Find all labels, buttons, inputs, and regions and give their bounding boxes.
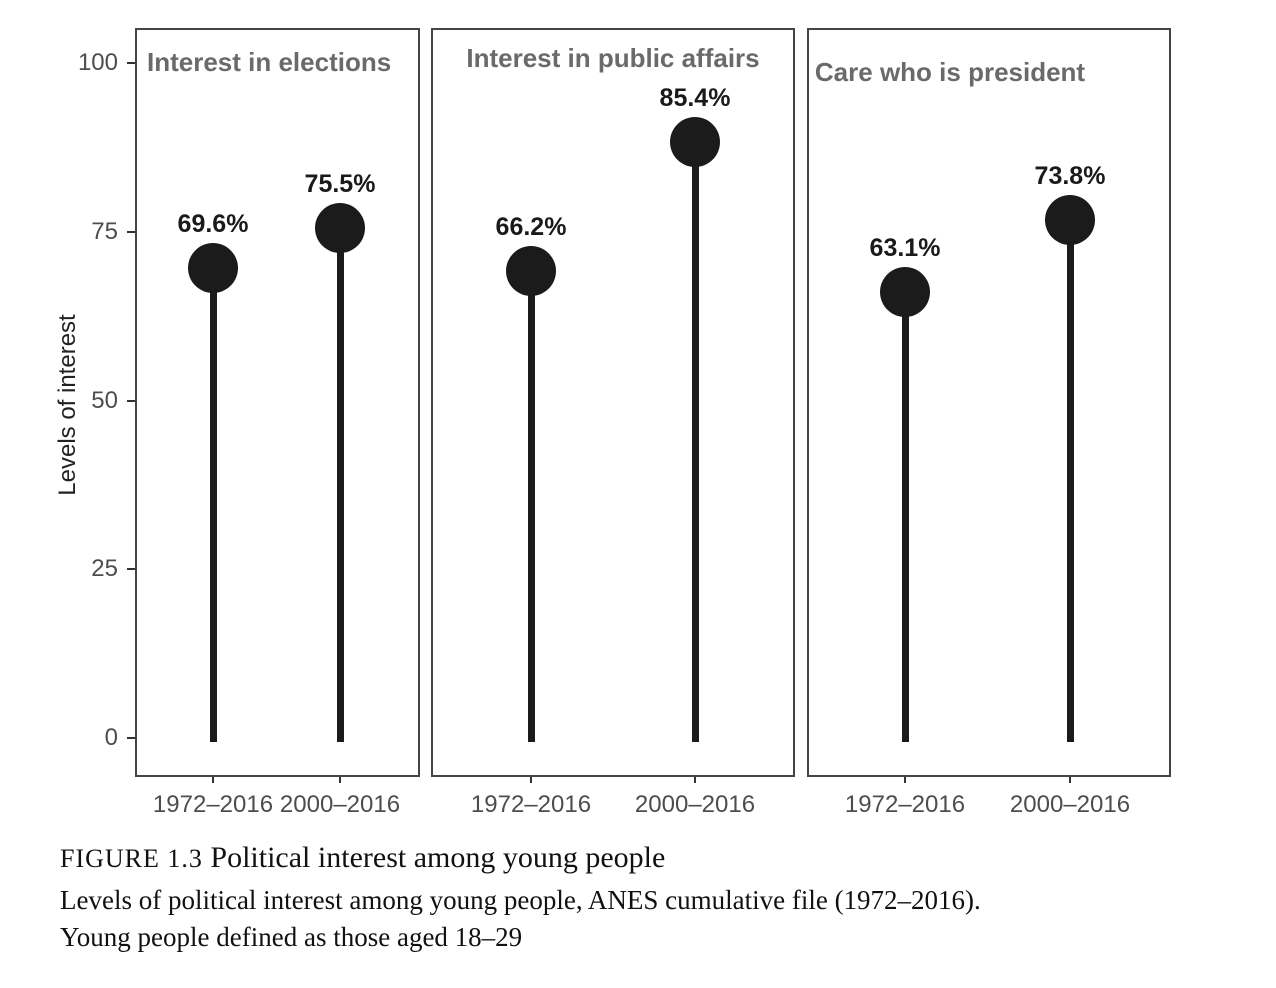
lollipop-stem [528, 271, 535, 742]
x-axis-tick-label: 2000–2016 [634, 791, 756, 818]
lollipop-stem [337, 228, 344, 742]
value-label: 75.5% [304, 170, 376, 198]
panel-border [807, 28, 1171, 777]
x-axis-tick [530, 777, 532, 783]
figure-title: Political interest among young people [210, 841, 666, 874]
figure-caption-heading: FIGURE 1.3 Political interest among youn… [60, 841, 665, 876]
x-axis-tick-label: 1972–2016 [470, 791, 592, 818]
panel-border [431, 28, 795, 777]
x-axis-tick-label: 1972–2016 [844, 791, 966, 818]
y-axis-tick [127, 568, 135, 570]
x-axis-tick [339, 777, 341, 783]
value-label: 66.2% [495, 213, 567, 241]
value-label: 73.8% [1034, 162, 1106, 190]
panel-title: Interest in public affairs [466, 43, 760, 73]
x-axis-tick-label: 2000–2016 [1009, 791, 1131, 818]
value-label: 85.4% [659, 84, 731, 112]
lollipop-point [315, 203, 365, 253]
y-axis-tick [127, 231, 135, 233]
x-axis-tick [1069, 777, 1071, 783]
lollipop-stem [210, 268, 217, 742]
y-axis-tick-label: 50 [91, 387, 118, 414]
panel-title: Care who is president [814, 57, 1086, 87]
y-axis-tick-label: 25 [91, 555, 118, 582]
y-axis-tick [127, 400, 135, 402]
lollipop-point [188, 243, 238, 293]
figure-caption-note: Young people defined as those aged 18–29 [60, 922, 523, 952]
panel-border [135, 28, 420, 777]
x-axis-tick [212, 777, 214, 783]
lollipop-point [880, 267, 930, 317]
lollipop-point [670, 117, 720, 167]
figure-caption-description: Levels of political interest among young… [60, 885, 981, 915]
y-axis-tick-label: 100 [77, 49, 118, 76]
figure-number-label: FIGURE 1.3 [60, 844, 203, 873]
x-axis-tick [694, 777, 696, 783]
lollipop-stem [902, 292, 909, 742]
y-axis-tick-label: 75 [91, 218, 118, 245]
lollipop-point [1045, 195, 1095, 245]
value-label: 63.1% [869, 234, 941, 262]
lollipop-stem [1067, 220, 1074, 742]
lollipop-stem [692, 142, 699, 742]
x-axis-tick [904, 777, 906, 783]
x-axis-tick-label: 2000–2016 [279, 791, 401, 818]
value-label: 69.6% [177, 210, 249, 238]
y-axis-tick [127, 62, 135, 64]
lollipop-point [506, 246, 556, 296]
x-axis-tick-label: 1972–2016 [152, 791, 274, 818]
y-axis-tick [127, 737, 135, 739]
y-axis-tick-label: 0 [104, 724, 118, 751]
panel-title: Interest in elections [147, 47, 392, 77]
